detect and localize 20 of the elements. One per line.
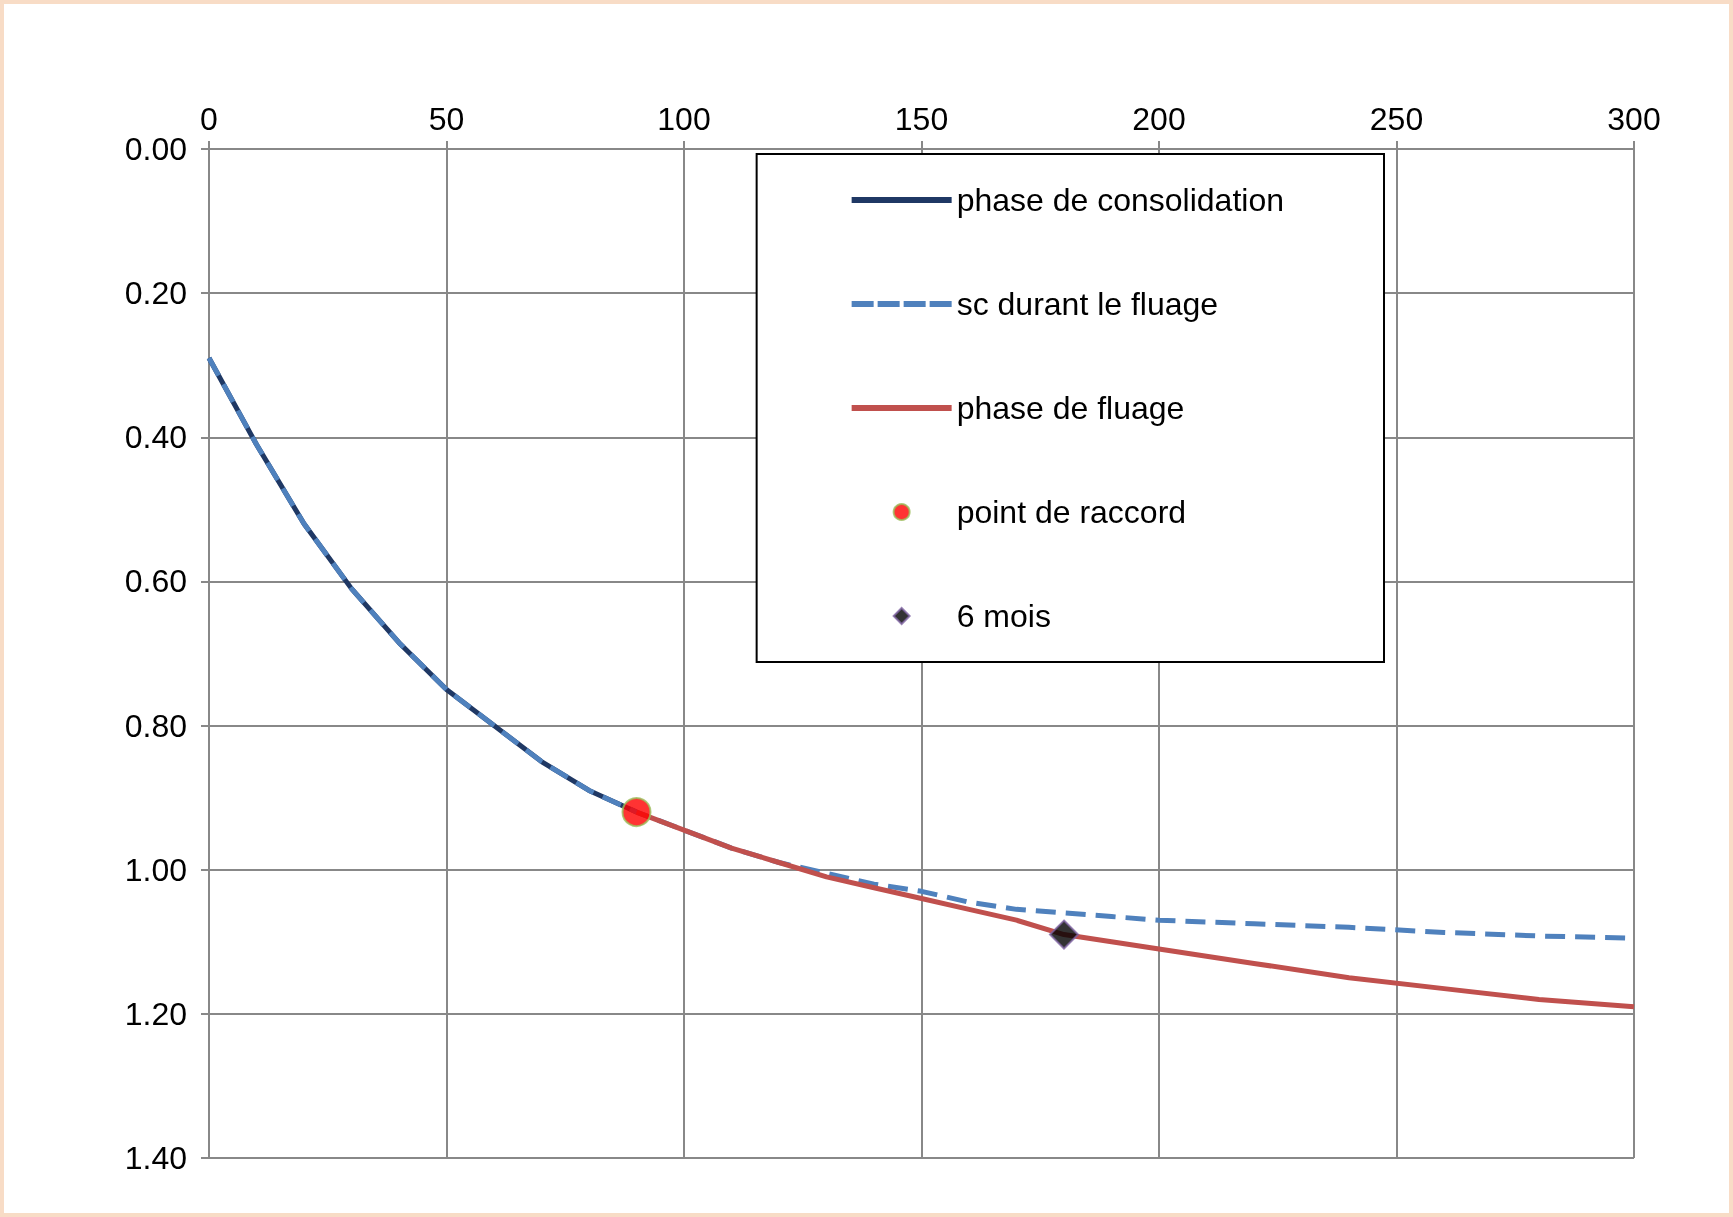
x-tick-label: 250: [1369, 101, 1424, 137]
legend-label: phase de consolidation: [956, 182, 1284, 218]
legend-label: point de raccord: [956, 494, 1187, 530]
x-tick-label: 150: [894, 101, 949, 137]
x-tick-label: 50: [428, 101, 465, 137]
legend-label: 6 mois: [956, 598, 1051, 634]
y-tick-label: 0.80: [124, 707, 187, 744]
y-tick-label: 1.40: [124, 1140, 187, 1176]
x-tick-label: 0: [200, 101, 218, 137]
y-tick-label: 0.60: [124, 563, 187, 600]
legend-label: sc durant le fluage: [956, 286, 1219, 322]
y-tick-label: 1.00: [124, 851, 187, 888]
x-tick-label: 300: [1607, 101, 1661, 137]
y-tick-label: 1.20: [124, 995, 187, 1032]
x-tick-label: 100: [657, 101, 711, 137]
x-tick-label: 200: [1132, 101, 1186, 137]
y-tick-label: 0.20: [124, 275, 187, 312]
y-tick-label: 0.00: [124, 131, 187, 167]
legend-label: phase de fluage: [956, 390, 1185, 426]
y-tick-label: 0.40: [124, 419, 187, 456]
